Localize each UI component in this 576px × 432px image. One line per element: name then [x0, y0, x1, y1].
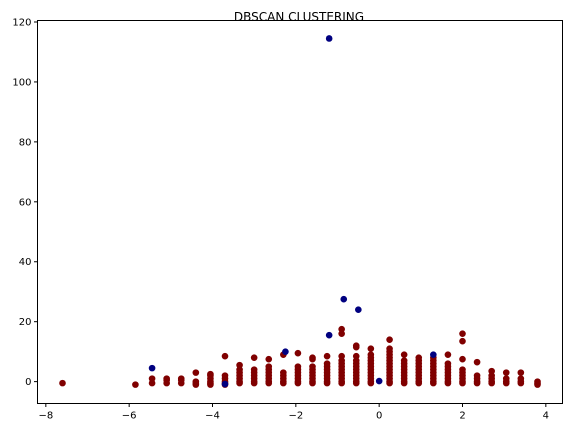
cluster-point	[192, 378, 200, 385]
cluster-point	[294, 363, 302, 370]
y-tick-label: 80	[19, 137, 32, 148]
x-tick-label: −8	[38, 411, 53, 422]
y-tick-label: 60	[19, 197, 32, 208]
cluster-point	[132, 381, 139, 388]
cluster-point	[444, 351, 452, 358]
cluster-point	[459, 366, 466, 373]
cluster-point	[473, 358, 481, 366]
cluster-point	[367, 351, 375, 358]
cluster-point	[459, 337, 466, 345]
cluster-point	[459, 355, 466, 363]
cluster-point	[323, 360, 331, 367]
cluster-point	[280, 369, 287, 376]
cluster-point	[517, 369, 525, 376]
cluster-point	[502, 369, 510, 376]
cluster-point	[177, 375, 185, 382]
cluster-point	[400, 351, 408, 358]
y-tick-label: 100	[12, 77, 31, 88]
y-tick-label: 40	[19, 257, 32, 268]
y-tick-label: 0	[25, 377, 31, 388]
x-tick-label: 4	[543, 411, 549, 422]
cluster-point	[367, 345, 375, 352]
y-tick-label: 20	[19, 317, 32, 328]
x-tick-label: 0	[376, 411, 382, 422]
cluster-point	[59, 379, 66, 387]
data-points	[59, 35, 541, 388]
noise-point	[430, 351, 437, 358]
plot-frame	[37, 20, 563, 404]
cluster-point	[352, 342, 360, 349]
cluster-point	[221, 352, 229, 360]
cluster-point	[163, 375, 170, 382]
cluster-point	[265, 355, 273, 363]
x-tick-label: −6	[122, 411, 137, 422]
cluster-point	[473, 372, 481, 379]
cluster-point	[338, 325, 345, 333]
cluster-point	[250, 366, 258, 373]
noise-point	[325, 35, 333, 42]
noise-point	[375, 377, 383, 385]
y-axis: 0 20 40 60 80 100 120	[12, 17, 38, 388]
cluster-point	[386, 336, 393, 343]
cluster-point	[534, 378, 541, 385]
noise-point	[148, 364, 156, 372]
x-axis: −8 −6 −4 −2 0 2 4	[38, 403, 549, 422]
cluster-point	[236, 361, 243, 369]
noise-point	[340, 295, 348, 303]
x-tick-label: 2	[459, 411, 465, 422]
cluster-point	[444, 360, 452, 367]
cluster-point	[207, 370, 214, 378]
noise-point	[282, 348, 289, 355]
cluster-point	[415, 354, 423, 361]
chart-title: DBSCAN CLUSTERING	[234, 10, 364, 24]
cluster-point	[323, 352, 331, 360]
cluster-point	[309, 354, 316, 361]
x-tick-label: −2	[288, 411, 303, 422]
y-tick-label: 120	[12, 17, 31, 28]
cluster-point	[250, 354, 258, 361]
cluster-point	[459, 330, 466, 337]
noise-point	[221, 380, 229, 388]
cluster-point	[352, 352, 360, 360]
cluster-point	[265, 363, 273, 370]
x-tick-label: −4	[205, 411, 220, 422]
cluster-point	[338, 352, 345, 360]
cluster-point	[517, 375, 525, 382]
noise-point	[355, 306, 362, 313]
cluster-point	[192, 369, 200, 376]
cluster-point	[502, 375, 510, 382]
cluster-point	[309, 363, 316, 370]
cluster-point	[294, 349, 302, 357]
cluster-point	[400, 357, 408, 364]
cluster-point	[488, 367, 495, 375]
cluster-point	[386, 345, 393, 352]
cluster-point	[148, 375, 156, 382]
cluster-point	[221, 372, 229, 379]
noise-point	[325, 331, 333, 339]
